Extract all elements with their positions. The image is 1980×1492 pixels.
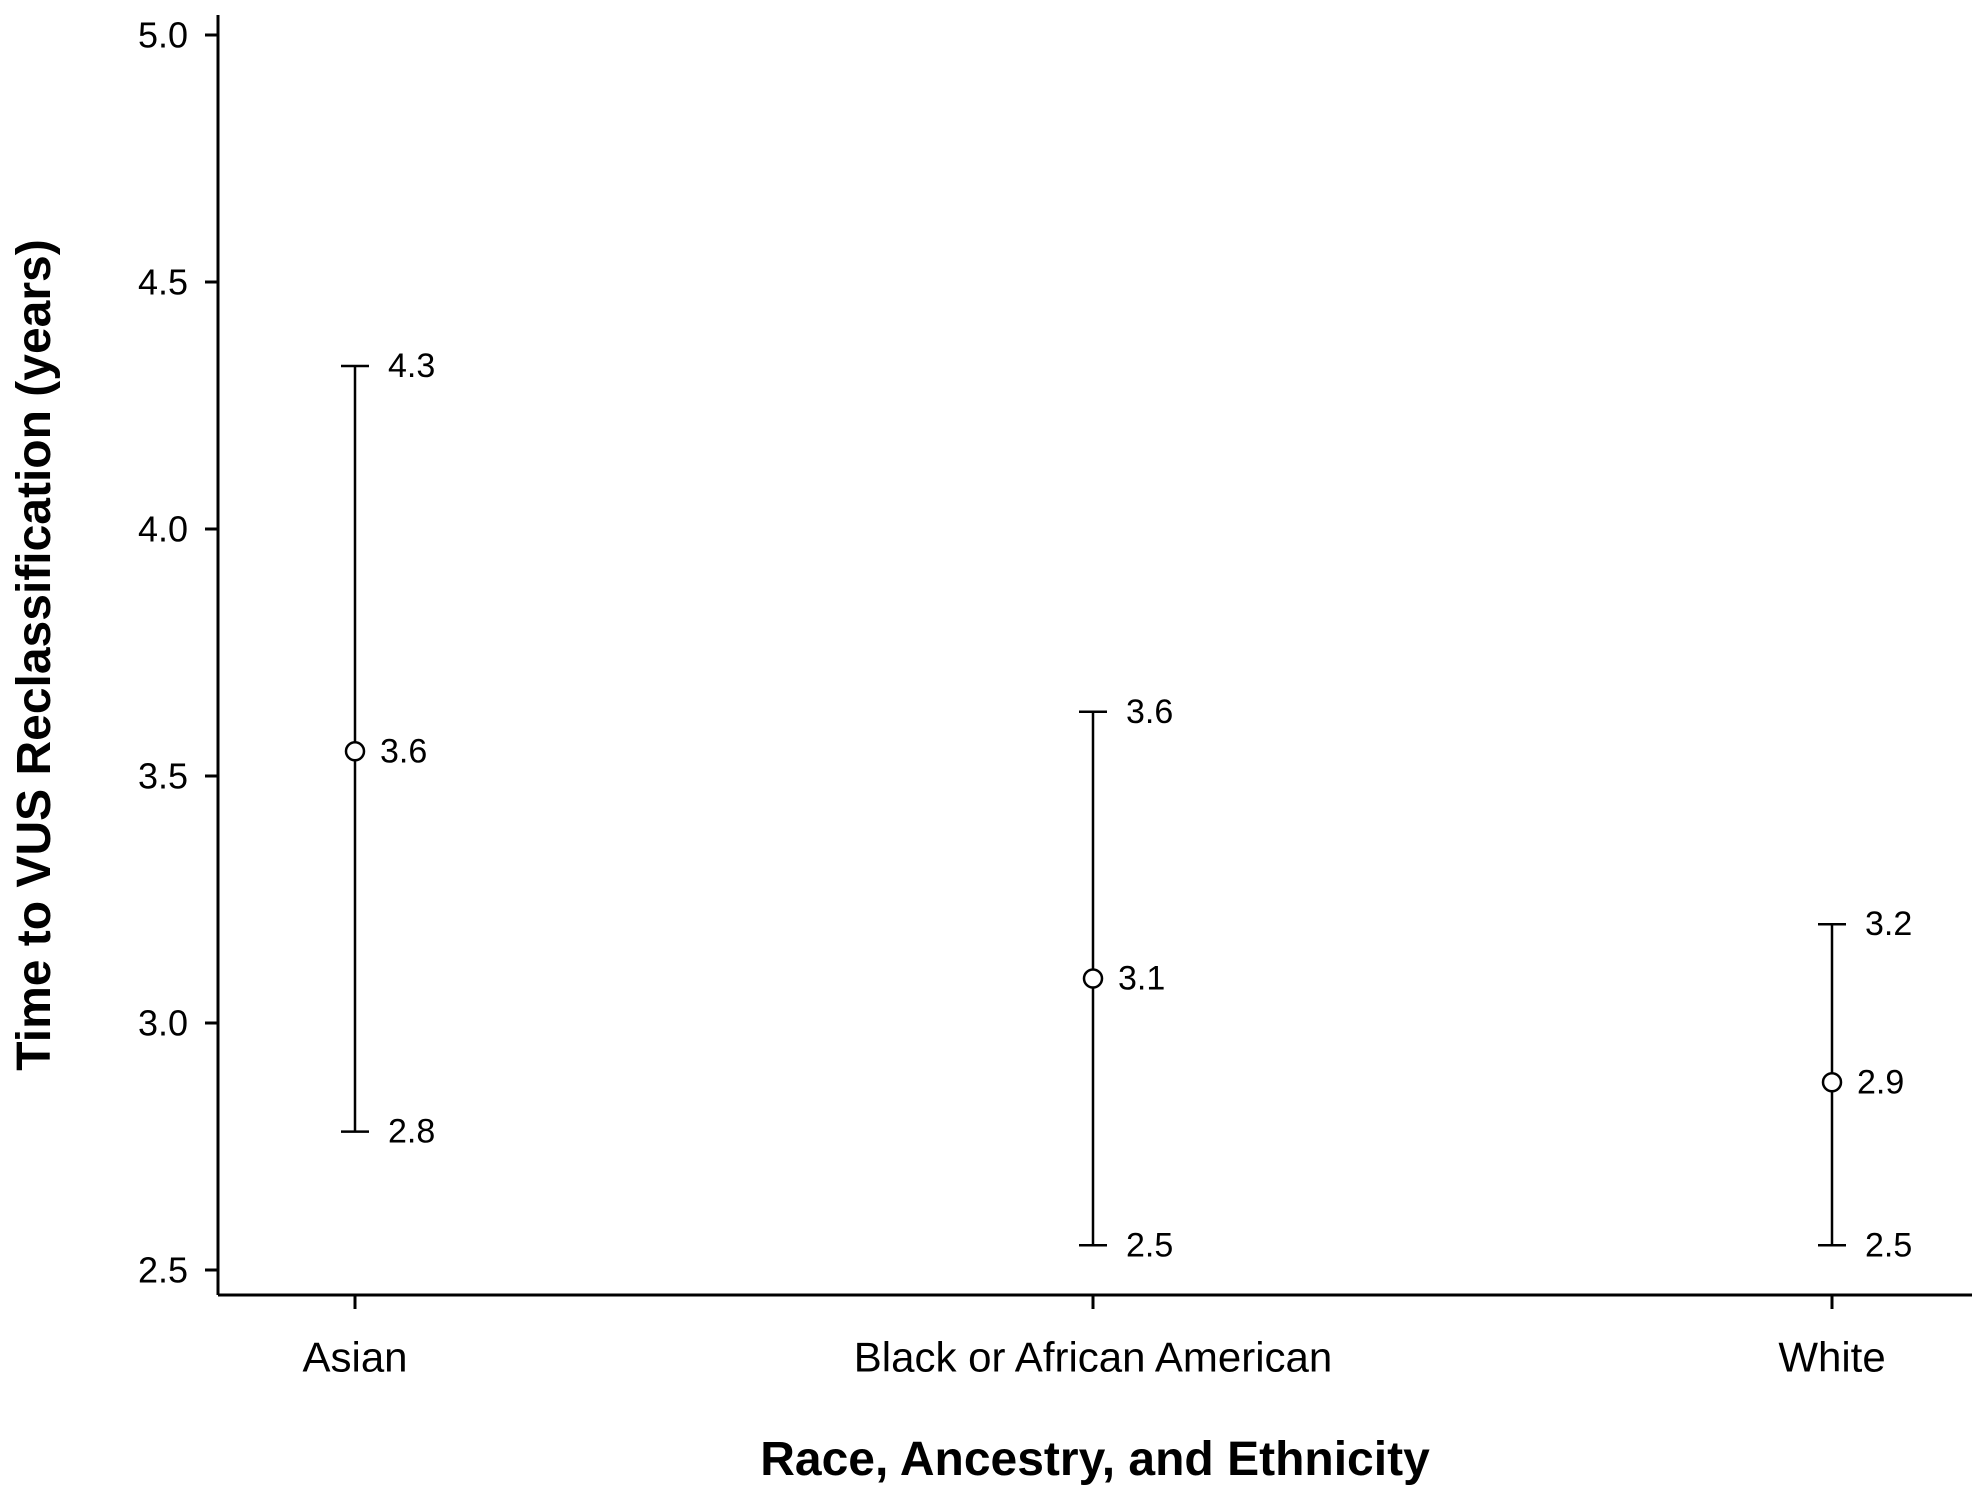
error-bar-group: 3.2 2.5 2.9 — [1818, 905, 1912, 1264]
y-tick-label: 2.5 — [138, 1250, 188, 1291]
lower-value-label: 2.8 — [388, 1113, 435, 1151]
x-ticks: Asian Black or African American White — [302, 1295, 1886, 1381]
y-ticks: 2.5 3.0 3.5 4.0 4.5 5.0 — [138, 15, 218, 1291]
upper-value-label: 3.2 — [1865, 905, 1912, 943]
upper-value-label: 3.6 — [1126, 693, 1173, 731]
x-tick-label: White — [1778, 1334, 1885, 1381]
x-tick-label: Asian — [302, 1334, 407, 1381]
lower-value-label: 2.5 — [1865, 1226, 1912, 1264]
estimate-value-label: 2.9 — [1857, 1063, 1904, 1101]
y-tick-label: 3.5 — [138, 756, 188, 797]
upper-value-label: 4.3 — [388, 347, 435, 385]
y-tick-label: 3.0 — [138, 1003, 188, 1044]
error-bar-group: 3.6 2.5 3.1 — [1079, 693, 1173, 1264]
estimate-value-label: 3.6 — [380, 732, 427, 770]
x-tick-label: Black or African American — [854, 1334, 1333, 1381]
estimate-point — [344, 741, 366, 762]
error-bar-group: 4.3 2.8 3.6 — [341, 347, 435, 1151]
estimate-point — [1821, 1072, 1843, 1093]
y-tick-label: 4.5 — [138, 262, 188, 303]
y-tick-label: 4.0 — [138, 509, 188, 550]
estimate-point — [1082, 968, 1104, 989]
y-axis-title: Time to VUS Reclassification (years) — [8, 239, 61, 1070]
y-tick-label: 5.0 — [138, 15, 188, 56]
x-axis-title: Race, Ancestry, and Ethnicity — [760, 1433, 1430, 1486]
estimate-value-label: 3.1 — [1118, 960, 1165, 998]
lower-value-label: 2.5 — [1126, 1226, 1173, 1264]
error-bars: 4.3 2.8 3.6 3.6 2.5 3.1 3.2 2.5 2.9 — [341, 347, 1912, 1264]
